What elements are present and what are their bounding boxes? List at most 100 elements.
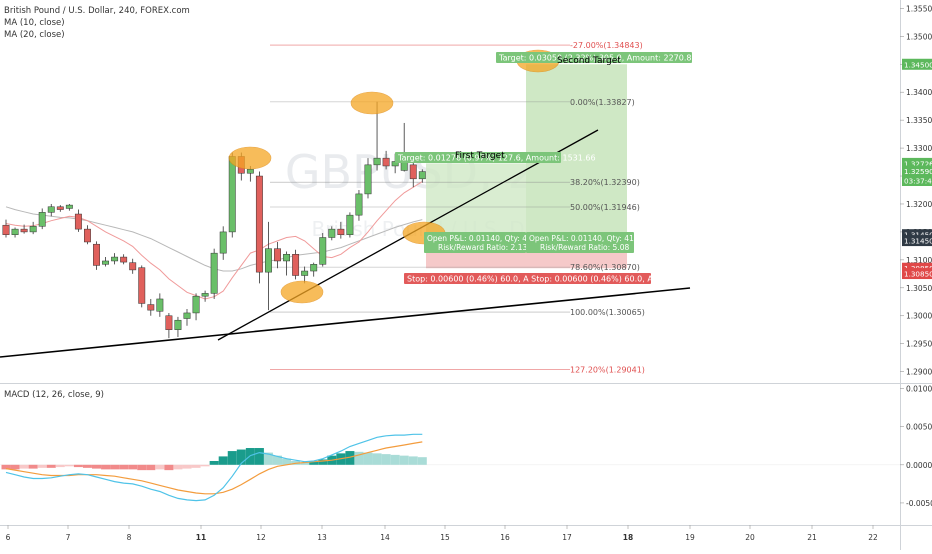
open-pl-1: Open P&L: 0.01140, Qty: 41666: [427, 234, 546, 243]
candle-body: [355, 193, 363, 216]
candle-body: [337, 228, 345, 235]
time-tick-label: 18: [623, 533, 633, 542]
fib-label: 127.20%(1.29041): [570, 365, 645, 374]
rr-2: Risk/Reward Ratio: 5.08: [540, 243, 629, 252]
candle-body: [84, 228, 91, 243]
fib-label: 0.00%(1.33827): [570, 98, 635, 107]
price-badge: [902, 235, 932, 247]
macd-histogram-bar: [182, 464, 192, 469]
time-tick-label: 15: [440, 533, 450, 542]
candle-body: [201, 293, 209, 297]
macd-histogram-bar: [399, 455, 409, 465]
price-badge: [902, 165, 932, 177]
ma20-legend: MA (20, close): [4, 30, 65, 40]
macd-histogram-bar: [19, 464, 29, 469]
candle-body: [65, 204, 73, 209]
candle-body: [38, 212, 46, 227]
candle-body: [111, 256, 119, 262]
candle-body: [11, 228, 19, 235]
second-target-zone: [526, 64, 627, 235]
candle-body: [74, 213, 82, 230]
highlight-ellipse: [350, 91, 394, 115]
candle-body: [93, 243, 100, 266]
candle-body: [147, 304, 155, 311]
candle-body: [210, 252, 218, 294]
candle-body: [47, 206, 55, 213]
time-tick-label: 16: [500, 533, 510, 542]
open-pl-box-1: [424, 232, 526, 253]
macd-histogram-bar: [372, 453, 382, 465]
price-tick-label: 1.30500: [906, 284, 932, 293]
macd-histogram-bar: [46, 464, 56, 468]
macd-histogram-bar: [218, 456, 228, 465]
candle-body: [328, 228, 336, 238]
time-tick-label: 6: [6, 533, 11, 542]
fib-label: 78.60%(1.30870): [570, 263, 640, 272]
ma10-legend: MA (10, close): [4, 18, 65, 28]
macd-histogram-bar: [345, 451, 355, 465]
candle-body: [265, 248, 272, 273]
time-tick-label: 12: [256, 533, 266, 542]
macd-tick-label: -0.0050: [906, 499, 932, 508]
macd-histogram-bar: [417, 457, 427, 465]
macd-histogram-bar: [37, 464, 47, 468]
macd-histogram-bar: [73, 464, 83, 468]
macd-signal-line: [5, 441, 423, 495]
time-tick-label: 21: [807, 533, 817, 542]
candle-body: [29, 226, 37, 233]
candle-body: [2, 224, 10, 235]
macd-tick-label: 0.0050: [906, 423, 932, 432]
macd-histogram-bar: [28, 464, 38, 469]
price-badge-label: 1.31450: [904, 237, 932, 246]
price-tick-label: 1.29000: [906, 368, 932, 377]
open-pl-2: Open P&L: 0.01140, Qty: 41666: [529, 234, 648, 243]
time-tick-label: 11: [196, 533, 206, 542]
candle-body: [364, 164, 372, 195]
candle-body: [183, 312, 191, 319]
candle-body: [292, 254, 300, 276]
candle-body: [138, 267, 146, 304]
price-tick-label: 1.35000: [906, 32, 932, 41]
price-tick-label: 1.33500: [906, 116, 932, 125]
second-target-box-text: Target: 0.03050 (2.32%) 305.0, Amount: 2…: [498, 54, 697, 63]
fib-label: -27.00%(1.34843): [570, 41, 643, 50]
macd-histogram-bar: [10, 464, 20, 470]
macd-tick-label: 0.0100: [906, 385, 932, 394]
symbol-title: British Pound / U.S. Dollar, 240, FOREX.…: [4, 6, 190, 16]
price-badge-label: 03:37:41: [904, 177, 932, 186]
candle-body: [373, 157, 381, 166]
macd-histogram-bar: [408, 456, 418, 465]
macd-histogram-bar: [164, 464, 174, 471]
open-pl-box-2: [526, 232, 634, 253]
first-target-label: First Target: [455, 151, 505, 161]
macd-histogram-bar: [64, 464, 74, 467]
candle-body: [165, 315, 173, 330]
candle-body: [56, 206, 64, 210]
macd-histogram-bar: [254, 448, 264, 465]
price-tick-label: 1.34000: [906, 88, 932, 97]
price-badge-label: 1.30850: [904, 270, 932, 279]
macd-histogram-bar: [300, 462, 310, 465]
rr-1: Risk/Reward Ratio: 2.13: [438, 243, 527, 252]
time-tick-label: 17: [562, 533, 572, 542]
macd-histogram-bar: [309, 461, 319, 465]
macd-tick-label: 0.0000: [906, 461, 932, 470]
macd-histogram-bar: [137, 464, 147, 471]
macd-histogram-bar: [273, 455, 282, 465]
fib-label: 100.00%(1.30065): [570, 308, 645, 317]
price-badge-label: 1.32726: [904, 159, 932, 168]
second-target-label: Second Target: [557, 56, 621, 66]
candle-body: [319, 237, 327, 265]
time-tick-label: 20: [745, 533, 755, 542]
time-tick-label: 7: [66, 533, 71, 542]
candle-body: [346, 214, 354, 235]
macd-histogram-bar: [282, 458, 292, 465]
first-target-zone: [426, 163, 526, 235]
macd-histogram-bar: [92, 464, 101, 469]
fib-label: 38.20%(1.32390): [570, 178, 640, 187]
stop-box: [404, 273, 651, 284]
price-tick-label: 1.33000: [906, 144, 932, 153]
candle-body: [129, 262, 137, 271]
